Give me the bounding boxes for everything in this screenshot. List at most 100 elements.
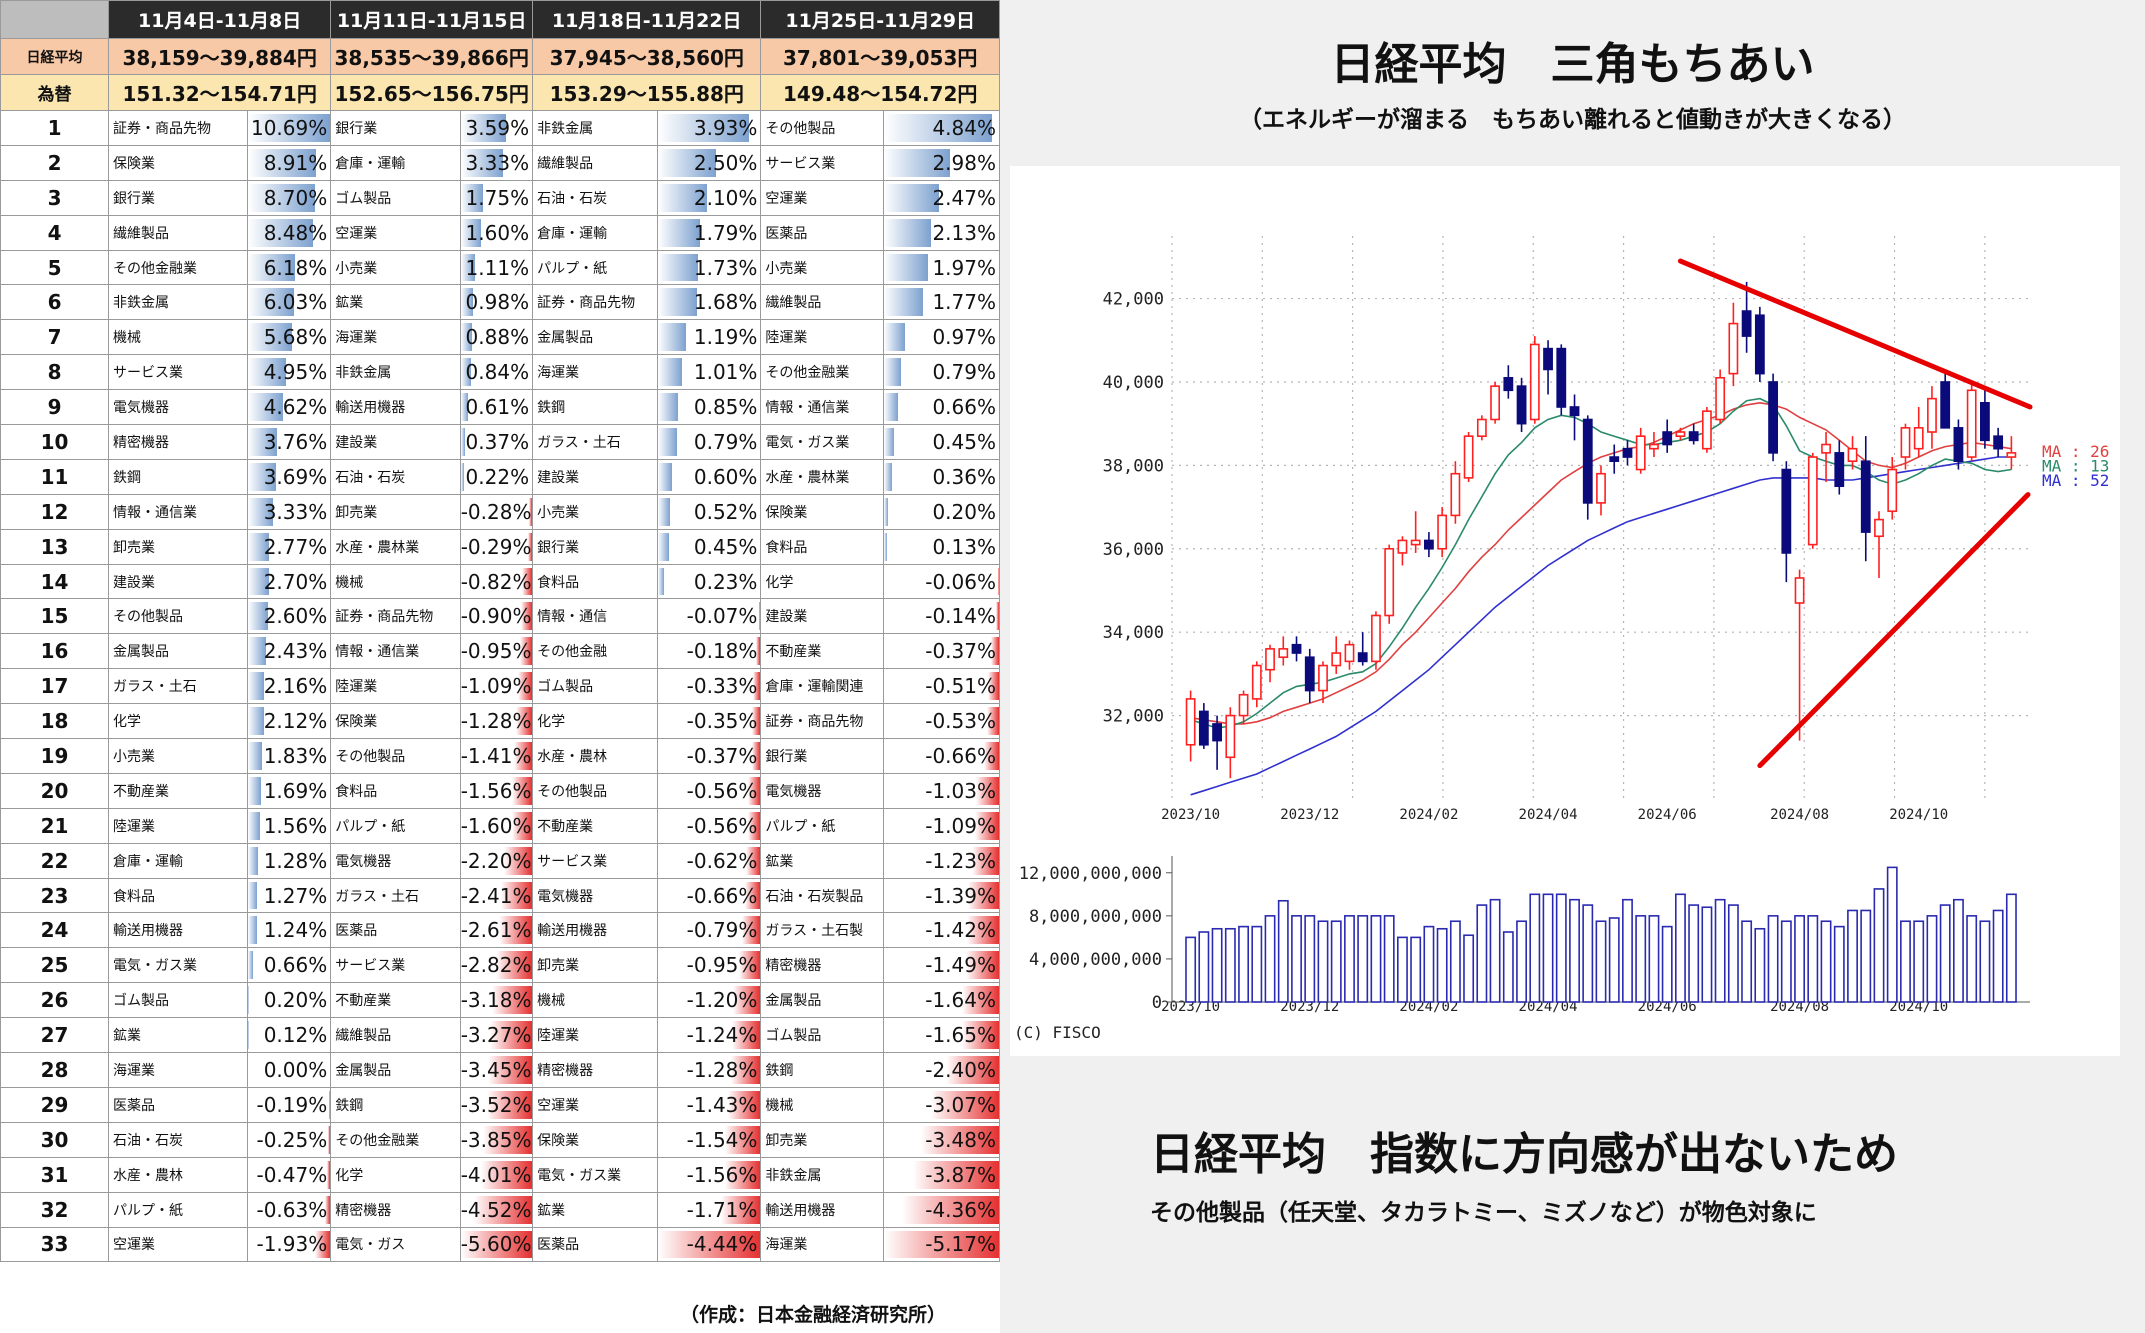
sector-change: 3.33% [246,493,332,530]
sector-name: 化学 [760,563,884,600]
change-value: 3.69% [263,464,328,489]
positive-bar [248,148,317,177]
sector-name: 食料品 [760,528,884,565]
price-tick-label: 32,000 [1103,707,1164,727]
negative-bar [745,881,760,910]
sector-name: ガラス・土石 [330,877,461,914]
change-value: -2.61% [460,918,532,943]
sector-name: パルプ・紙 [532,249,659,286]
rank-cell: 14 [0,563,110,600]
sector-name: 食料品 [108,877,248,914]
change-value: -1.49% [925,953,996,978]
candle-body [1728,322,1739,375]
sector-name: パルプ・紙 [108,1191,248,1228]
change-value: 1.79% [693,220,758,245]
sector-change: -0.28% [459,493,534,530]
sector-name: その他金融 [532,633,659,670]
change-value: 2.98% [932,150,996,175]
positive-bar [658,462,673,491]
sector-name: 電気・ガス業 [108,947,248,984]
candle-body [1807,456,1818,546]
volume-bar [1251,925,1263,1003]
candle-body [1596,472,1606,504]
sector-name: 陸運業 [532,1017,659,1054]
sector-name: 電気・ガス業 [532,1156,659,1193]
sector-name: 水産・農林 [108,1156,248,1193]
sector-change: 0.13% [882,528,1001,565]
change-value: -4.36% [925,1197,996,1222]
change-value: -0.07% [686,604,758,629]
table-row: 10 精密機器 3.76% 建設業 0.37% ガラス・土石 0.79% 電気・ガス業 0.45… [0,424,1001,460]
positive-bar [461,253,475,282]
sector-name: 不動産業 [108,772,248,809]
change-value: -3.48% [925,1127,996,1152]
change-value: -0.06% [925,569,996,594]
sector-change: 0.97% [882,319,1001,356]
upper-trendline [1677,258,2033,410]
candle-body [1556,347,1567,408]
sector-name: その他製品 [760,110,884,146]
candle-body [1463,435,1474,479]
negative-bar [962,986,999,1015]
candle-body [1198,710,1209,746]
change-value: -0.95% [686,953,758,978]
sector-name: ガラス・土石 [108,668,248,705]
positive-bar [248,1021,249,1050]
positive-bar [884,114,992,142]
sector-change: 0.84% [459,354,534,391]
negative-bar [528,532,532,561]
nikkei-chart: 42,000 40,000 38,000 36,000 34,000 32,000 2023… [1010,166,2120,1056]
candle-body [1212,723,1222,742]
change-value: -3.18% [460,988,532,1013]
x-tick-label: 2024/06 [1638,999,1697,1015]
change-value: 4.62% [263,395,328,420]
sector-change: 0.37% [459,424,534,460]
sector-change: 1.56% [246,807,332,844]
table-row: 28 海運業 0.00% 金属製品 -3.45% 精密機器 -1.28% 鉄鋼 -2.40% [0,1052,1001,1088]
sector-name: 機械 [330,563,461,600]
volume-bar [1344,915,1355,1003]
sector-name: 非鉄金属 [532,110,659,146]
volume-bar [1489,898,1501,1003]
change-value: -1.42% [925,918,996,943]
sector-name: 鉱業 [532,1191,659,1228]
positive-bar [248,707,265,736]
change-value: -0.79% [686,918,758,943]
change-value: -1.39% [925,883,996,908]
change-value: -1.93% [256,1232,328,1257]
sector-change: -1.09% [459,668,534,705]
candle-body [1688,431,1699,442]
volume-bar [1542,893,1554,1003]
change-value: 0.60% [693,464,758,489]
sector-name: その他金融業 [330,1121,461,1158]
change-value: -1.09% [925,813,996,838]
volume-bar [1370,915,1382,1003]
sector-change: -0.07% [657,598,762,635]
sector-name: 空運業 [330,214,461,251]
sector-name: ガラス・土石 [532,424,659,460]
sector-change: 1.28% [246,842,332,879]
candle-body [1702,410,1712,450]
candle-body [1476,418,1487,437]
candle-body [1225,714,1236,759]
candle-body [1821,443,1831,454]
sector-name: 電気機器 [760,772,884,809]
sector-change: -0.14% [882,598,1001,635]
sector-name: 小売業 [108,738,248,774]
positive-bar [248,742,262,770]
sector-name: 倉庫・運輸 [330,144,461,181]
positive-bar [658,497,671,526]
sector-change: -0.53% [882,703,1001,740]
sector-name: 海運業 [760,1226,884,1263]
volume-bar [1688,904,1700,1003]
positive-bar [461,462,464,491]
candle-body [1516,385,1527,425]
negative-bar [487,1090,532,1119]
sector-change: 1.97% [882,249,1001,286]
volume-bar [1913,920,1925,1003]
sector-name: 金属製品 [108,633,248,670]
change-value: -1.60% [460,813,532,838]
negative-bar [732,986,760,1015]
week-header: 11月25日-11月29日 [760,0,1000,39]
sector-name: パルプ・紙 [330,807,461,844]
